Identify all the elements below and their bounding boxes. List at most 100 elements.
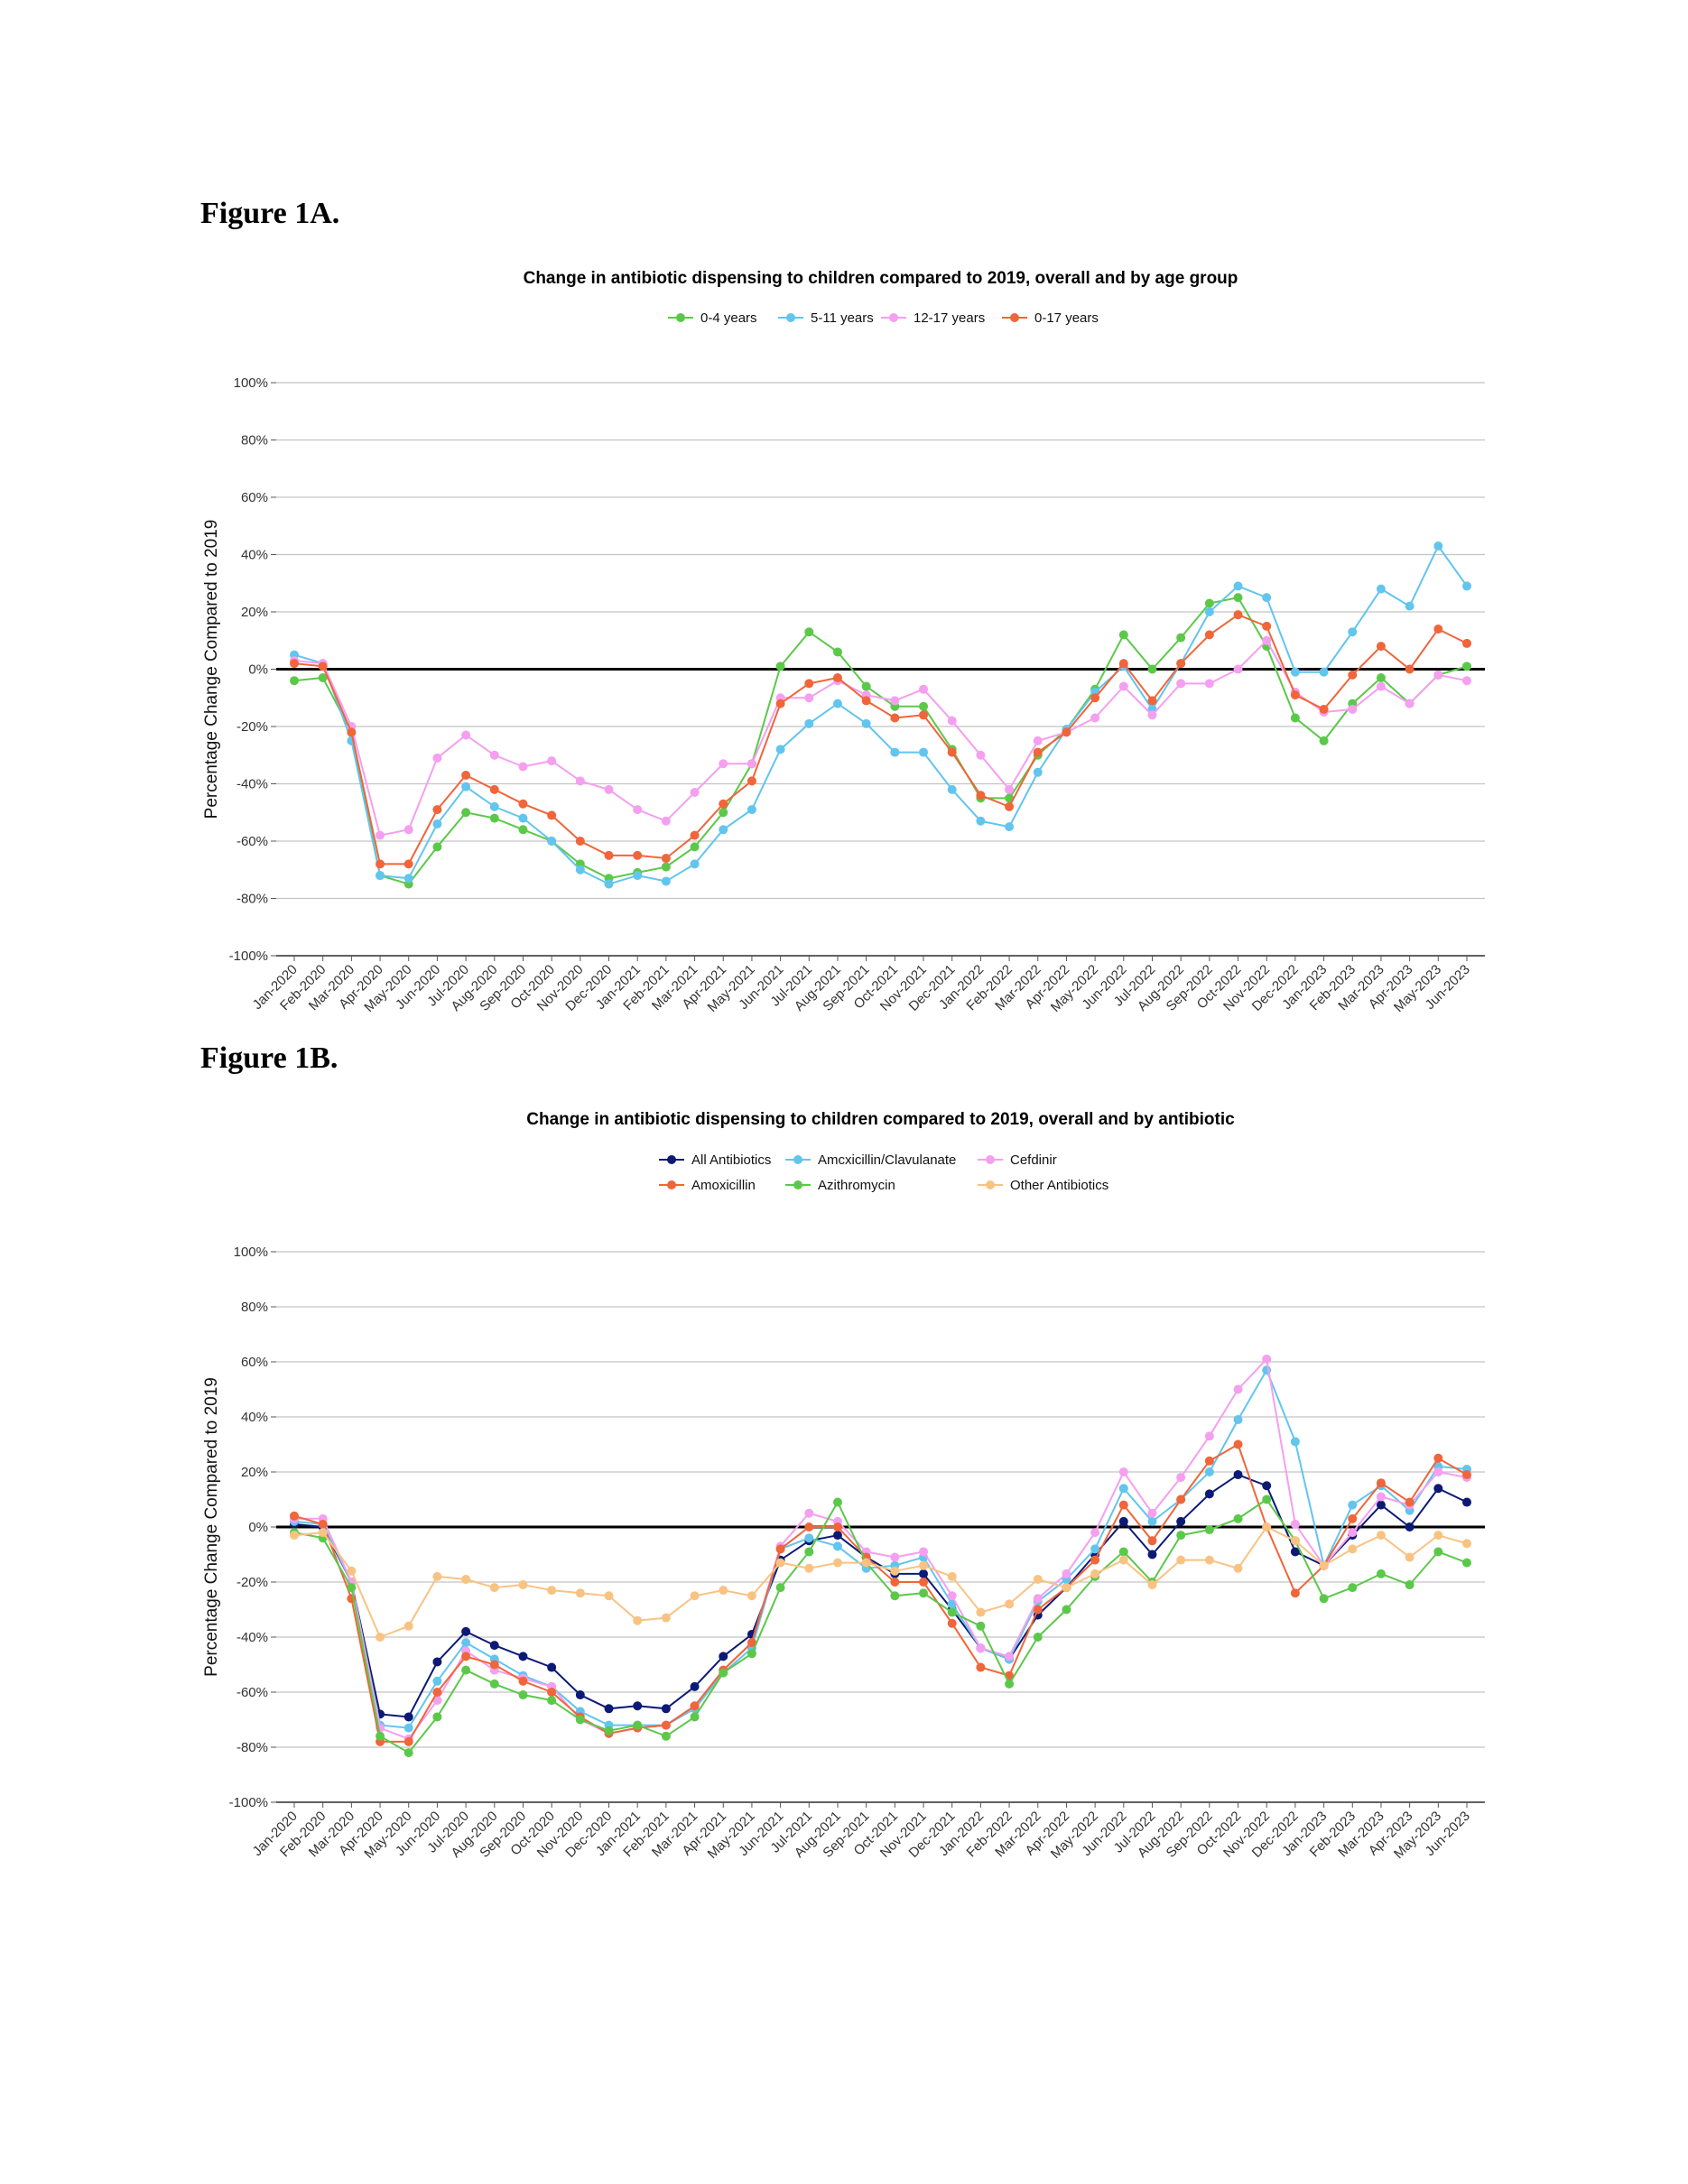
data-point <box>575 776 585 786</box>
data-point <box>1090 1555 1100 1565</box>
data-point <box>1005 822 1015 832</box>
data-point <box>461 1626 471 1636</box>
data-point <box>1290 1437 1300 1447</box>
data-point <box>719 799 728 809</box>
data-point <box>1405 1580 1414 1590</box>
data-point <box>1290 667 1300 677</box>
data-point <box>347 727 357 737</box>
data-point <box>633 1615 643 1625</box>
data-point <box>403 859 413 869</box>
data-point <box>403 1736 413 1746</box>
data-point <box>461 1665 471 1675</box>
data-point <box>403 825 413 835</box>
data-point <box>547 1586 557 1596</box>
data-point <box>775 662 785 671</box>
y-tick-label: -40% <box>237 1630 268 1645</box>
data-point <box>604 850 614 860</box>
data-point <box>1376 642 1386 652</box>
data-point <box>832 1558 842 1568</box>
figure-1a-heading: Figure 1A. <box>200 197 340 230</box>
data-point <box>633 850 643 860</box>
data-point <box>1405 1497 1414 1507</box>
data-point <box>1433 1484 1443 1494</box>
data-point <box>489 1641 499 1651</box>
data-point <box>1290 1519 1300 1529</box>
data-point <box>432 1571 442 1581</box>
data-point <box>1462 638 1471 648</box>
data-point <box>1348 670 1358 680</box>
data-point <box>947 716 957 726</box>
y-tick-label: 80% <box>241 1300 268 1315</box>
data-point <box>1147 710 1157 720</box>
data-point <box>1176 1531 1186 1541</box>
legend-label: All Antibiotics <box>691 1152 771 1168</box>
data-point <box>575 865 585 875</box>
data-point <box>604 1726 614 1735</box>
data-point <box>661 1704 671 1714</box>
data-point <box>1233 1563 1243 1573</box>
data-point <box>547 756 557 766</box>
data-point <box>1005 793 1015 803</box>
data-point <box>1290 713 1300 723</box>
data-point <box>1348 627 1358 637</box>
data-point <box>1233 1513 1243 1523</box>
data-point <box>575 837 585 846</box>
data-point <box>461 1574 471 1584</box>
data-point <box>1118 1547 1128 1557</box>
data-point <box>575 1715 585 1725</box>
y-tick-label: -80% <box>237 1740 268 1755</box>
data-point <box>604 784 614 794</box>
legend-label: Amoxicillin <box>691 1178 756 1193</box>
data-point <box>1233 581 1243 591</box>
data-point <box>1033 767 1043 777</box>
data-point <box>1433 1547 1443 1557</box>
data-point <box>661 854 671 864</box>
data-point <box>547 837 557 846</box>
data-point <box>976 791 986 800</box>
data-point <box>376 859 385 869</box>
data-point <box>1376 1500 1386 1510</box>
legend-label: Other Antibiotics <box>1010 1178 1108 1193</box>
y-tick-label: -60% <box>237 834 268 849</box>
data-point <box>1033 1594 1043 1604</box>
data-point <box>1204 607 1214 616</box>
data-point <box>1433 1453 1443 1463</box>
data-point <box>1204 1467 1214 1476</box>
data-point <box>633 805 643 815</box>
data-point <box>861 681 871 691</box>
data-point <box>919 1569 929 1578</box>
data-point <box>719 759 728 769</box>
legend-label: 0-4 years <box>700 310 757 326</box>
data-point <box>1319 1560 1329 1570</box>
data-point <box>1062 1605 1071 1615</box>
y-tick-label: -40% <box>237 777 268 792</box>
chart-title: Change in antibiotic dispensing to child… <box>526 1110 1235 1129</box>
data-point <box>518 825 528 835</box>
data-point <box>919 747 929 757</box>
data-point <box>890 696 900 706</box>
data-point <box>804 1522 814 1532</box>
data-point <box>804 627 814 637</box>
data-point <box>1462 1497 1471 1507</box>
series-line <box>293 1367 1468 1729</box>
legend-label: Azithromycin <box>818 1178 895 1193</box>
data-point <box>1348 1500 1358 1510</box>
data-point <box>861 696 871 706</box>
series-all-antibiotics <box>290 1470 1471 1722</box>
data-point <box>1433 1531 1443 1541</box>
data-point <box>1348 1513 1358 1523</box>
data-point <box>518 799 528 809</box>
legend-swatch-marker <box>986 1180 995 1189</box>
data-point <box>432 1688 442 1697</box>
legend-swatch-marker <box>793 1155 802 1164</box>
data-point <box>919 701 929 711</box>
data-point <box>890 747 900 757</box>
data-point <box>1262 635 1272 645</box>
series-line <box>293 639 1468 837</box>
legend-label: Amcxicillin/Clavulanate <box>818 1152 956 1168</box>
data-point <box>1376 673 1386 683</box>
data-point <box>690 830 700 840</box>
data-point <box>804 693 814 703</box>
legend-label: 5-11 years <box>811 310 874 326</box>
data-point <box>461 1652 471 1661</box>
